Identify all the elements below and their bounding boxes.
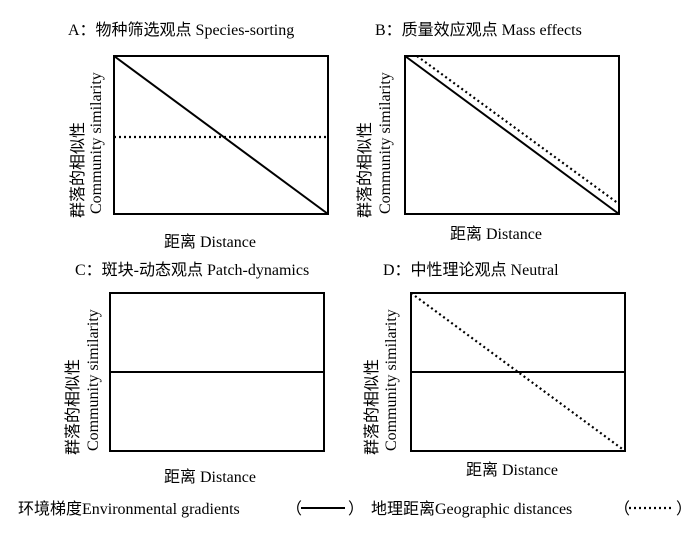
legend: 环境梯度Environmental gradients （ ） 地理距离Geog… bbox=[18, 499, 692, 518]
legend-geographic-label: 地理距离Geographic distances bbox=[371, 500, 572, 518]
panel-c-ylabel-en: Community similarity bbox=[85, 309, 102, 451]
panel-a-xlabel: 距离 Distance bbox=[164, 233, 256, 251]
panel-b-xlabel: 距离 Distance bbox=[450, 225, 542, 243]
panel-c-ylabel-cn: 群落的相似性 bbox=[64, 359, 82, 455]
legend-environmental-open-paren: （ bbox=[286, 500, 302, 518]
panel-a-ylabel-cn: 群落的相似性 bbox=[69, 122, 87, 218]
panel-d-title: D：中性理论观点 Neutral bbox=[383, 261, 559, 279]
legend-environmental-label: 环境梯度Environmental gradients bbox=[18, 499, 240, 518]
panel-c-xlabel: 距离 Distance bbox=[164, 468, 256, 486]
panel-a-ylabel-en: Community similarity bbox=[88, 72, 105, 214]
panel-d-ylabel-cn: 群落的相似性 bbox=[363, 359, 381, 455]
panel-b-title: B：质量效应观点 Mass effects bbox=[375, 20, 582, 39]
panel-b-environmental-line bbox=[404, 55, 620, 215]
legend-geographic-open-paren: （ bbox=[614, 500, 630, 518]
panel-c-title: C：斑块-动态观点 Patch-dynamics bbox=[75, 261, 309, 279]
legend-environmental-close-paren: ） bbox=[348, 500, 364, 518]
panel-a-title: A：物种筛选观点 Species-sorting bbox=[68, 20, 294, 39]
panel-b-frame bbox=[404, 55, 620, 215]
panel-c: C：斑块-动态观点 Patch-dynamics 群落的相似性 Communit… bbox=[64, 261, 325, 486]
panel-a-environmental-line bbox=[113, 55, 329, 215]
panel-b-geographic-line bbox=[416, 55, 620, 205]
panel-a: A：物种筛选观点 Species-sorting 群落的相似性 Communit… bbox=[68, 20, 329, 251]
panel-d-geographic-line bbox=[410, 292, 626, 452]
panel-b-ylabel-en: Community similarity bbox=[377, 72, 394, 214]
panel-d-ylabel-en: Community similarity bbox=[383, 309, 400, 451]
panel-b-ylabel-cn: 群落的相似性 bbox=[356, 122, 374, 218]
panel-d: D：中性理论观点 Neutral 群落的相似性 Community simila… bbox=[363, 261, 626, 479]
panel-a-frame bbox=[113, 55, 329, 215]
panel-b: B：质量效应观点 Mass effects 群落的相似性 Community s… bbox=[356, 20, 620, 243]
legend-geographic-close-paren: ） bbox=[676, 500, 692, 518]
panel-d-xlabel: 距离 Distance bbox=[466, 461, 558, 479]
